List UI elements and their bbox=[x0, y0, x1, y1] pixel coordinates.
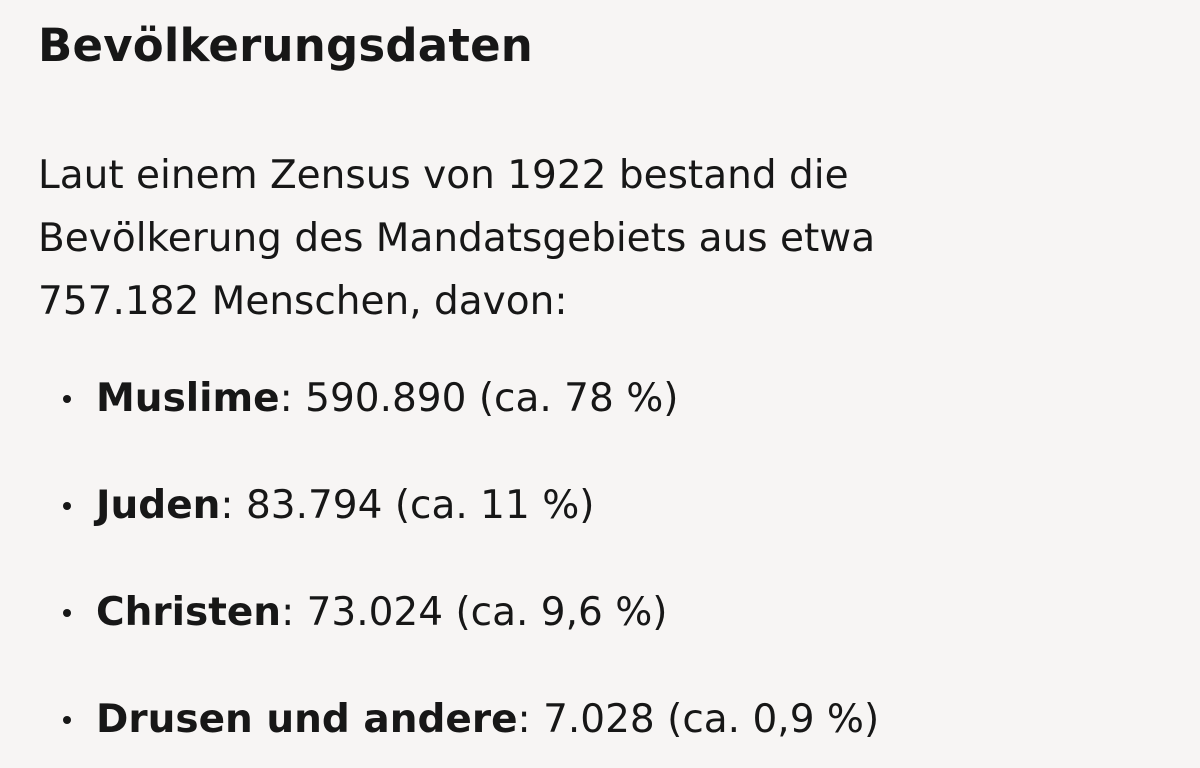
population-list: Muslime: 590.890 (ca. 78 %) Juden: 83.79… bbox=[38, 370, 1168, 749]
intro-line: Bevölkerung des Mandatsgebiets aus etwa bbox=[38, 216, 876, 261]
bullet-icon bbox=[63, 502, 71, 510]
bullet-icon bbox=[63, 609, 71, 617]
list-item-term: Juden bbox=[96, 483, 221, 528]
bullet-icon bbox=[63, 716, 71, 724]
article-section: Bevölkerungsdaten Laut einem Zensus von … bbox=[38, 14, 1168, 749]
list-item-term: Drusen und andere bbox=[96, 697, 518, 742]
list-item-value: : 73.024 (ca. 9,6 %) bbox=[281, 590, 668, 635]
section-heading: Bevölkerungsdaten bbox=[38, 19, 534, 72]
intro-line: 757.182 Menschen, davon: bbox=[38, 279, 568, 324]
list-item-term: Christen bbox=[96, 590, 282, 635]
list-item-christen: Christen: 73.024 (ca. 9,6 %) bbox=[38, 584, 1168, 642]
list-item-juden: Juden: 83.794 (ca. 11 %) bbox=[38, 477, 1168, 535]
list-item-term: Muslime bbox=[96, 376, 280, 421]
list-item-value: : 7.028 (ca. 0,9 %) bbox=[517, 697, 880, 742]
list-item-drusen: Drusen und andere: 7.028 (ca. 0,9 %) bbox=[38, 691, 1168, 749]
list-item-value: : 83.794 (ca. 11 %) bbox=[220, 483, 595, 528]
intro-paragraph: Laut einem Zensus von 1922 bestand die Be… bbox=[38, 144, 1168, 333]
list-item-muslime: Muslime: 590.890 (ca. 78 %) bbox=[38, 370, 1168, 428]
intro-line: Laut einem Zensus von 1922 bestand die bbox=[38, 153, 849, 198]
bullet-icon bbox=[63, 395, 71, 403]
list-item-value: : 590.890 (ca. 78 %) bbox=[279, 376, 679, 421]
